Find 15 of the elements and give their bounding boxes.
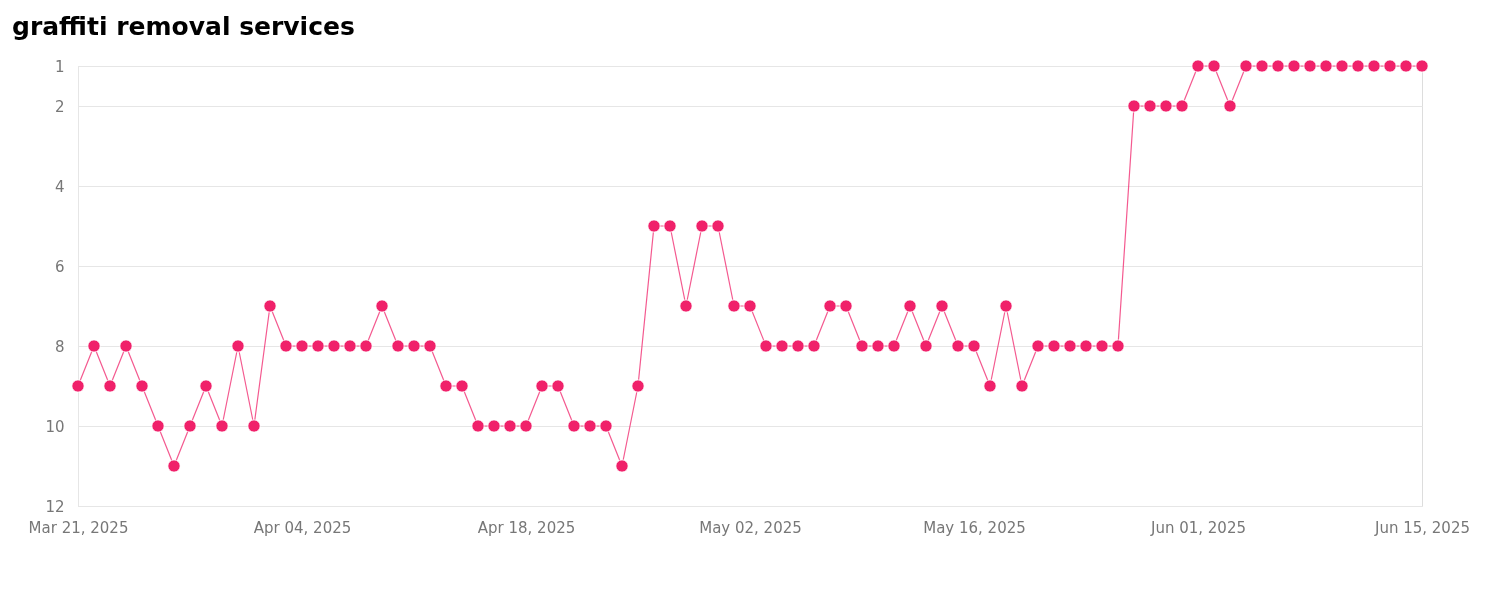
chart-title: graffiti removal services [12, 12, 355, 42]
y-tick-label: 2 [54, 97, 65, 116]
y-tick-label: 12 [45, 497, 65, 516]
x-tick-label: May 02, 2025 [699, 518, 802, 537]
y-tick-label: 8 [54, 337, 65, 356]
x-tick-label: Jun 01, 2025 [1149, 518, 1247, 537]
x-tick-label: Apr 18, 2025 [477, 518, 576, 537]
x-tick-label: May 16, 2025 [923, 518, 1026, 537]
y-tick-label: 6 [54, 257, 65, 276]
y-tick-label: 4 [54, 177, 65, 196]
y-tick-label: 1 [54, 57, 65, 76]
x-tick-label: Apr 04, 2025 [253, 518, 352, 537]
x-tick-label: Mar 21, 2025 [28, 518, 129, 537]
y-tick-label: 10 [45, 417, 65, 436]
x-tick-label: Jun 15, 2025 [1373, 518, 1471, 537]
